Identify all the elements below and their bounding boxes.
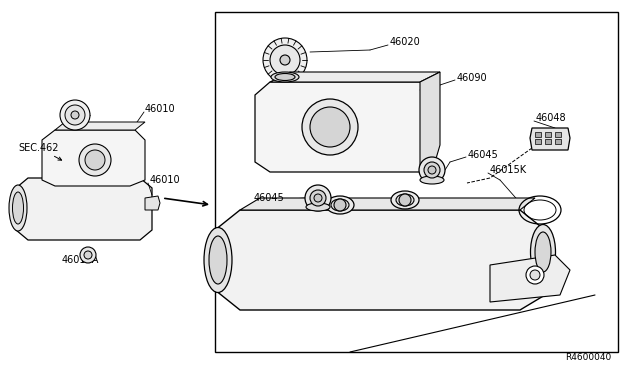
Ellipse shape (9, 185, 27, 231)
Circle shape (310, 107, 350, 147)
Circle shape (79, 144, 111, 176)
Polygon shape (42, 130, 145, 186)
Polygon shape (16, 178, 152, 240)
Bar (535, 138, 541, 144)
Circle shape (310, 190, 326, 206)
Ellipse shape (331, 199, 349, 211)
Circle shape (270, 45, 300, 75)
Circle shape (65, 105, 85, 125)
Text: 46048: 46048 (536, 113, 566, 123)
Polygon shape (215, 12, 618, 352)
Text: 46015A: 46015A (61, 255, 99, 265)
Text: SEC.462: SEC.462 (18, 143, 58, 153)
Circle shape (302, 99, 358, 155)
Bar (545, 131, 551, 137)
Ellipse shape (396, 194, 414, 206)
Circle shape (530, 270, 540, 280)
Polygon shape (215, 210, 545, 310)
Text: 46045: 46045 (468, 150, 499, 160)
Circle shape (84, 251, 92, 259)
Polygon shape (55, 122, 145, 130)
Bar (555, 131, 561, 137)
Ellipse shape (535, 232, 551, 272)
Text: 46020: 46020 (390, 37, 420, 47)
Ellipse shape (209, 236, 227, 284)
Ellipse shape (275, 74, 295, 80)
Ellipse shape (306, 203, 330, 211)
Circle shape (85, 150, 105, 170)
Ellipse shape (420, 176, 444, 184)
Polygon shape (420, 72, 440, 172)
Text: 46015K: 46015K (490, 165, 527, 175)
Circle shape (428, 166, 436, 174)
Circle shape (280, 55, 290, 65)
Text: 46045: 46045 (254, 193, 285, 203)
Text: 46010: 46010 (145, 104, 175, 114)
Circle shape (419, 157, 445, 183)
Bar (535, 131, 541, 137)
Ellipse shape (204, 228, 232, 292)
Ellipse shape (326, 196, 354, 214)
Circle shape (263, 38, 307, 82)
Polygon shape (240, 198, 535, 210)
Text: 46010: 46010 (150, 175, 180, 185)
Polygon shape (145, 196, 160, 210)
Circle shape (526, 266, 544, 284)
Ellipse shape (13, 192, 24, 224)
Polygon shape (255, 82, 435, 172)
Bar (545, 138, 551, 144)
Ellipse shape (391, 191, 419, 209)
Circle shape (334, 199, 346, 211)
Circle shape (399, 194, 411, 206)
Bar (555, 138, 561, 144)
Text: R4600040: R4600040 (565, 353, 611, 362)
Circle shape (60, 100, 90, 130)
Polygon shape (530, 128, 570, 150)
Circle shape (305, 185, 331, 211)
Polygon shape (270, 72, 440, 82)
Ellipse shape (271, 72, 299, 82)
Circle shape (314, 194, 322, 202)
Polygon shape (490, 255, 570, 302)
Circle shape (424, 162, 440, 178)
Text: 46090: 46090 (457, 73, 488, 83)
Circle shape (71, 111, 79, 119)
Circle shape (80, 247, 96, 263)
Ellipse shape (531, 224, 556, 279)
